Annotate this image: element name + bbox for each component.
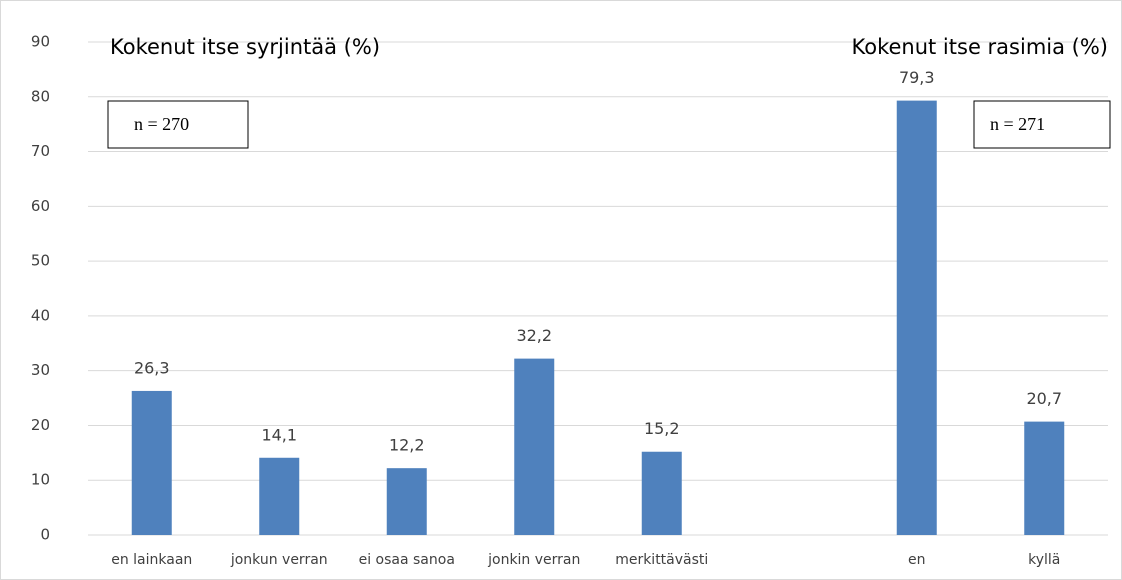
value-label: 14,1 [261,425,297,444]
bar [896,100,937,536]
x-tick-label: merkittävästi [615,552,708,568]
value-label: 79,3 [899,68,935,87]
annotation: Kokenut itse syrjintää (%) [110,35,380,59]
x-tick-label: kyllä [1028,552,1060,568]
y-tick-label: 20 [31,416,50,434]
annotation: n = 270 [134,114,189,134]
y-tick-label: 10 [31,471,50,489]
value-label: 12,2 [389,436,425,455]
x-tick-label: ei osaa sanoa [359,552,455,568]
y-tick-label: 0 [40,526,50,544]
n-box [973,100,1111,149]
x-tick-label: en [908,552,926,568]
value-label: 15,2 [644,419,680,438]
y-tick-label: 50 [31,252,50,270]
y-tick-label: 60 [31,197,50,215]
bar [1024,421,1065,535]
y-tick-label: 70 [31,142,50,160]
value-label: 20,7 [1026,389,1062,408]
bar [259,457,300,535]
annotation: Kokenut itse rasimia (%) [852,35,1109,59]
bar [514,358,555,535]
x-tick-label: jonkun verran [230,552,328,568]
x-tick-label: en lainkaan [111,552,192,568]
value-label: 32,2 [516,326,552,345]
bar [131,390,172,535]
value-label: 26,3 [134,358,170,377]
y-tick-label: 80 [31,87,50,105]
bar [641,451,682,535]
bar [386,468,427,535]
x-tick-label: jonkin verran [487,552,580,568]
n-box [107,100,249,149]
y-tick-label: 30 [31,361,50,379]
y-tick-label: 90 [31,33,50,51]
annotation: n = 271 [990,114,1045,134]
y-tick-label: 40 [31,306,50,324]
